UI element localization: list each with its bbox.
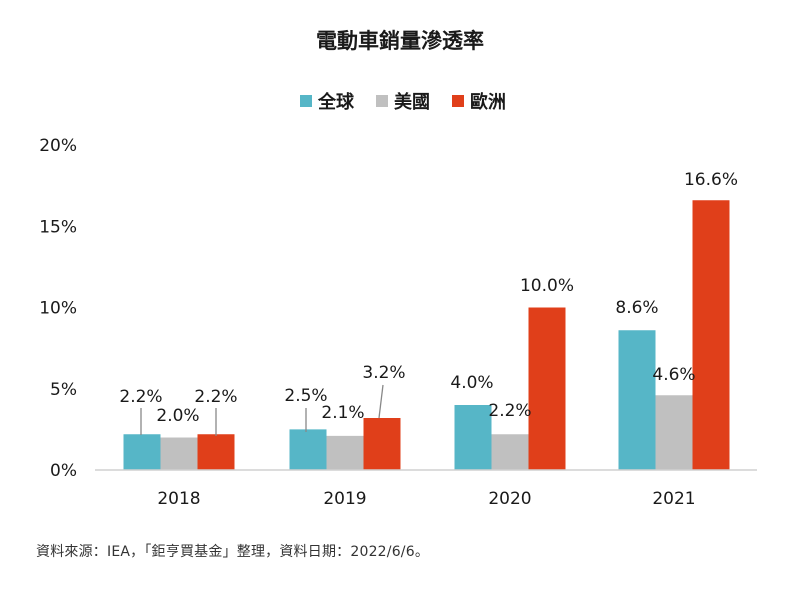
bar-2018-series-2 <box>160 437 198 470</box>
y-tick-label: 20% <box>39 136 77 156</box>
chart-title: 電動車銷量滲透率 <box>316 29 484 53</box>
leader-lines <box>140 384 384 436</box>
bar-2019-series-1 <box>289 429 327 470</box>
legend: 全球 美國 歐洲 <box>300 91 506 113</box>
y-tick-label: 15% <box>39 217 77 237</box>
bar-2021-series-1 <box>618 330 656 470</box>
data-label-2019-series-1: 2.5% <box>284 386 327 406</box>
bar-2018-series-1 <box>123 434 161 470</box>
data-label-2019-series-3: 3.2% <box>362 363 405 383</box>
source-note: 資料來源：IEA，「鉅亨買基金」整理，資料日期：2022/6/6。 <box>36 544 430 560</box>
bar-2018-series-3 <box>197 434 235 470</box>
data-label-2021-series-1: 8.6% <box>615 298 658 318</box>
leader-line <box>378 384 384 419</box>
data-label-2018-series-1: 2.2% <box>119 387 162 407</box>
legend-label-3: 歐洲 <box>470 91 506 113</box>
legend-swatch-1 <box>300 95 312 107</box>
data-labels: 2.2% 2.5% 4.0% 8.6% 2.0% 2.1% 2.2% 4.6% 2.2% 3.2%… <box>119 170 738 426</box>
data-label-2021-series-3: 16.6% <box>684 170 738 190</box>
data-label-2018-series-2: 2.0% <box>156 406 199 426</box>
y-tick-label: 5% <box>50 380 77 400</box>
bar-2020-series-2 <box>491 434 529 470</box>
bar-2019-series-2 <box>326 435 364 470</box>
bar-2019-series-3 <box>363 418 401 470</box>
legend-swatch-3 <box>452 95 464 107</box>
data-label-2019-series-2: 2.1% <box>321 403 364 423</box>
legend-swatch-2 <box>376 95 388 107</box>
data-label-2020-series-2: 2.2% <box>488 401 531 421</box>
x-tick-label: 2021 <box>652 489 695 509</box>
y-tick-label: 0% <box>50 461 77 481</box>
data-label-2018-series-3: 2.2% <box>194 387 237 407</box>
y-tick-label: 10% <box>39 299 77 319</box>
bars <box>123 200 730 470</box>
y-axis: 0% 5% 10% 15% 20% <box>39 136 77 481</box>
data-label-2021-series-2: 4.6% <box>652 365 695 385</box>
bar-2020-series-3 <box>528 307 566 470</box>
data-label-2020-series-1: 4.0% <box>450 373 493 393</box>
bar-2021-series-2 <box>655 395 693 470</box>
bar-2021-series-3 <box>692 200 730 470</box>
bar-2020-series-1 <box>454 405 492 470</box>
x-tick-label: 2019 <box>323 489 366 509</box>
legend-label-2: 美國 <box>394 91 430 113</box>
legend-label-1: 全球 <box>317 91 355 113</box>
data-label-2020-series-3: 10.0% <box>520 276 574 296</box>
x-tick-label: 2018 <box>157 489 200 509</box>
x-tick-label: 2020 <box>488 489 531 509</box>
x-axis: 2018 2019 2020 2021 <box>157 489 695 509</box>
